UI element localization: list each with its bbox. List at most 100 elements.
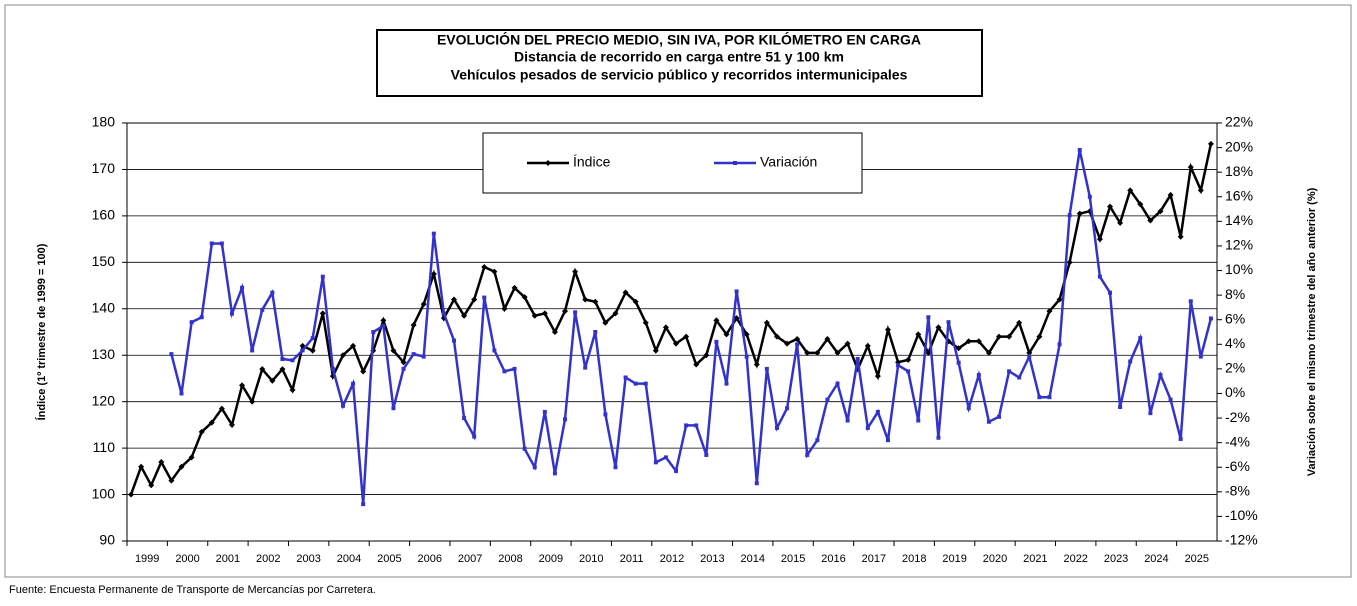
point-marker <box>683 333 690 340</box>
point-marker <box>1147 217 1154 224</box>
point-marker <box>1208 316 1213 321</box>
point-marker <box>1096 236 1103 243</box>
y2-tick-label: 4% <box>1225 335 1245 351</box>
series-line <box>170 149 1213 505</box>
point-marker <box>1076 210 1083 217</box>
point-marker <box>461 312 468 319</box>
point-marker <box>148 482 155 489</box>
point-marker <box>462 416 467 421</box>
y2-tick-label: 6% <box>1225 310 1245 326</box>
point-marker <box>956 360 961 365</box>
point-marker <box>753 361 760 368</box>
point-marker <box>684 423 689 428</box>
point-marker <box>763 319 770 326</box>
point-marker <box>471 296 478 303</box>
point-marker <box>916 418 921 423</box>
point-marker <box>270 290 275 295</box>
x-tick-label: 2004 <box>337 553 361 565</box>
y-tick-label: 100 <box>92 485 116 501</box>
point-marker <box>249 398 256 405</box>
point-marker <box>1167 191 1174 198</box>
point-marker <box>1118 404 1123 409</box>
point-marker <box>1187 164 1194 171</box>
y2-tick-label: 20% <box>1225 138 1253 154</box>
point-marker <box>400 359 407 366</box>
point-marker <box>421 354 426 359</box>
point-marker <box>240 285 245 290</box>
point-marker <box>310 336 315 341</box>
point-marker <box>1056 296 1063 303</box>
point-marker <box>653 460 658 465</box>
y-tick-label: 170 <box>92 160 116 176</box>
point-marker <box>905 356 912 363</box>
point-marker <box>452 338 456 343</box>
point-marker <box>1108 290 1113 295</box>
point-marker <box>784 340 791 347</box>
point-marker <box>815 438 820 443</box>
point-marker <box>805 452 810 457</box>
x-tick-label: 2016 <box>821 553 845 565</box>
point-marker <box>158 459 165 466</box>
y2-tick-label: 12% <box>1225 237 1253 253</box>
point-marker <box>794 335 801 342</box>
title-box <box>376 29 983 97</box>
point-marker <box>330 366 335 371</box>
point-marker <box>340 403 345 408</box>
y2-tick-label: -6% <box>1225 458 1250 474</box>
point-marker <box>360 368 367 375</box>
y2-axis-title: Variación sobre el mismo trimestre del a… <box>1306 187 1318 476</box>
point-marker <box>865 425 870 430</box>
point-marker <box>1046 308 1053 315</box>
point-marker <box>572 268 579 275</box>
point-marker <box>300 348 305 353</box>
point-marker <box>431 231 436 236</box>
point-marker <box>743 331 750 338</box>
point-marker <box>674 468 679 473</box>
point-marker <box>935 324 942 331</box>
point-marker <box>1037 395 1042 400</box>
point-marker <box>1158 373 1163 378</box>
point-marker <box>1127 187 1134 194</box>
chart-title: EVOLUCIÓN DEL PRECIO MEDIO, SIN IVA, POR… <box>437 31 921 48</box>
point-marker <box>542 409 547 414</box>
point-marker <box>551 329 558 335</box>
point-marker <box>1016 319 1023 326</box>
point-marker <box>642 319 649 326</box>
x-tick-label: 2012 <box>660 553 684 565</box>
point-marker <box>1057 342 1062 347</box>
y-tick-label: 90 <box>99 532 115 548</box>
point-marker <box>926 315 931 320</box>
chart-subtitle: Vehículos pesados de servicio público y … <box>451 67 908 83</box>
legend-swatch <box>733 161 737 165</box>
point-marker <box>380 317 387 324</box>
x-tick-label: 2021 <box>1023 553 1047 565</box>
x-tick-label: 2018 <box>902 553 926 565</box>
point-marker <box>663 455 668 460</box>
point-marker <box>381 323 386 328</box>
x-tick-label: 2001 <box>216 553 240 565</box>
point-marker <box>613 465 618 470</box>
x-tick-label: 2023 <box>1104 553 1128 565</box>
point-marker <box>986 419 991 424</box>
point-marker <box>936 435 941 440</box>
point-marker <box>199 315 204 320</box>
point-marker <box>975 338 982 345</box>
point-marker <box>785 406 790 411</box>
point-marker <box>1036 333 1043 340</box>
x-tick-label: 2005 <box>377 553 401 565</box>
y2-tick-label: -2% <box>1225 409 1250 425</box>
point-marker <box>764 366 769 371</box>
y-tick-label: 130 <box>92 346 116 362</box>
point-marker <box>1047 395 1052 400</box>
point-marker <box>522 446 527 451</box>
point-marker <box>824 335 831 342</box>
point-marker <box>269 377 276 384</box>
point-marker <box>482 295 487 300</box>
point-marker <box>250 348 255 353</box>
point-marker <box>472 434 477 439</box>
point-marker <box>219 241 224 246</box>
point-marker <box>825 397 830 402</box>
y-tick-label: 140 <box>92 299 116 315</box>
x-tick-label: 2009 <box>539 553 563 565</box>
